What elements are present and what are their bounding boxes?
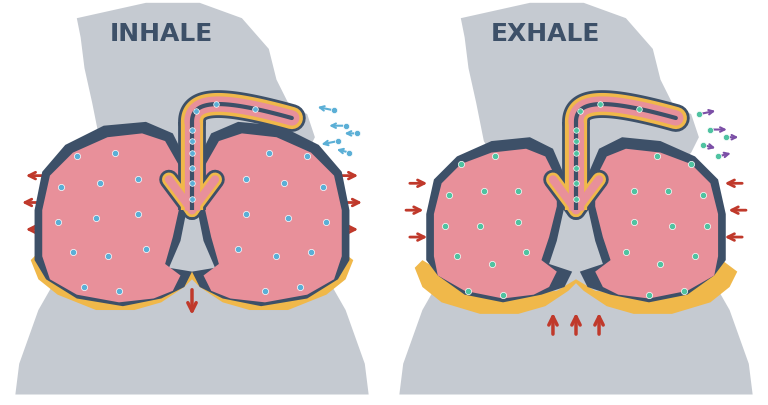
Polygon shape (580, 137, 726, 303)
Polygon shape (415, 260, 737, 314)
Polygon shape (434, 149, 557, 298)
Polygon shape (192, 122, 349, 306)
Polygon shape (426, 137, 572, 303)
Polygon shape (399, 3, 753, 394)
Text: INHALE: INHALE (110, 22, 213, 46)
Polygon shape (15, 3, 369, 394)
Polygon shape (31, 249, 353, 310)
Polygon shape (595, 149, 718, 298)
Text: EXHALE: EXHALE (491, 22, 600, 46)
Polygon shape (35, 122, 192, 306)
Polygon shape (204, 133, 342, 303)
Polygon shape (42, 133, 180, 303)
